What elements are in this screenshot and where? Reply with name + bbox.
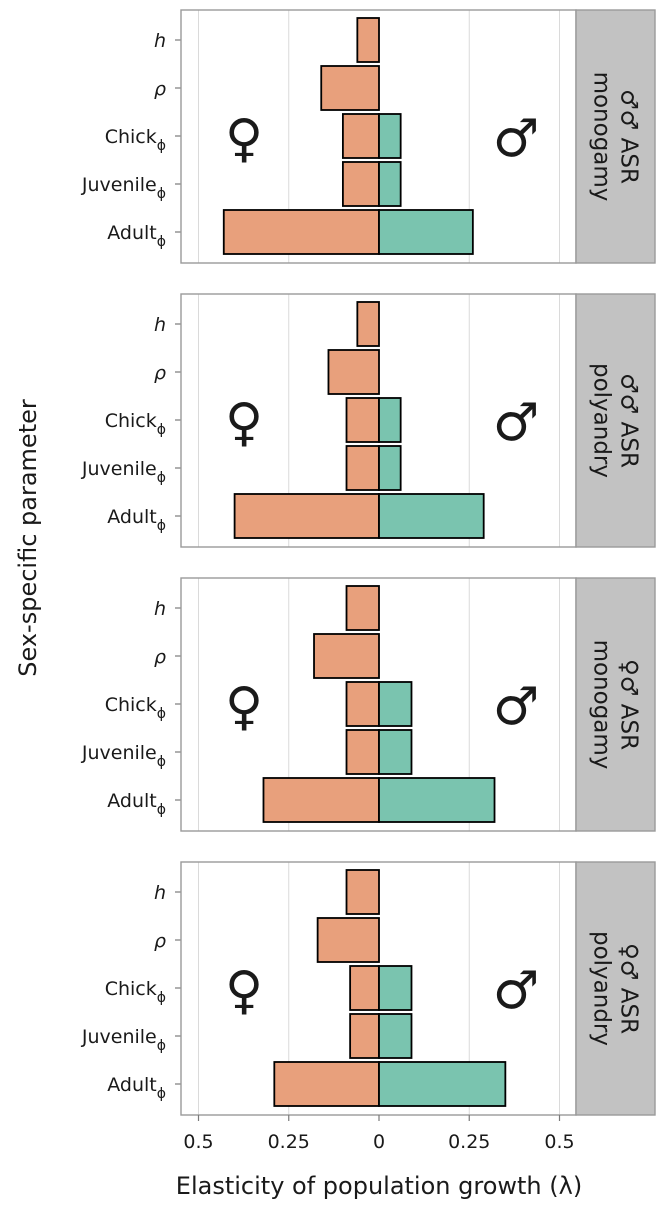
panel-2: h ρ Chickϕ Juvenileϕ Adultϕ ♀ ♂ ♂♂ ASRpolyandry [81,293,656,548]
y-tick-label: Juvenileϕ [81,458,166,486]
y-tick-label: ρ [154,78,166,100]
x-tick-label: 0 [373,1131,385,1153]
y-tick-label: ρ [154,362,166,384]
female-bar [222,209,380,255]
x-axis-title: Elasticity of population growth (λ) [176,1172,582,1200]
panel-3: h ρ Chickϕ Juvenileϕ Adultϕ ♀ ♂ ♀♂ ASRmonogamy [81,577,656,832]
female-bar [273,1061,380,1107]
facet-strip [575,293,656,548]
y-tick-label: h [154,314,166,336]
female-bar [345,397,380,443]
y-tick-label: Adultϕ [107,506,166,534]
male-bar [378,729,413,775]
female-symbol: ♀ [225,677,263,737]
y-tick-label: Adultϕ [107,790,166,818]
y-tick-label: Juvenileϕ [81,1026,166,1054]
female-bar [349,1013,380,1059]
facet-strip-label: ♂♂ ASRmonogamy [589,72,642,202]
male-symbol: ♂ [493,109,540,169]
y-tick-label: Chickϕ [105,694,166,722]
male-symbol: ♂ [493,677,540,737]
female-symbol: ♀ [225,393,263,453]
female-bar [341,161,380,207]
y-tick-label: ρ [154,930,166,952]
male-bar [378,161,402,207]
male-bar [378,445,402,491]
male-bar [378,777,496,823]
y-tick-label: ρ [154,646,166,668]
y-tick-label: Chickϕ [105,978,166,1006]
facet-strip [575,861,656,1116]
y-tick-label: Juvenileϕ [81,742,166,770]
male-bar [378,113,402,159]
male-bar [378,965,413,1011]
female-bar [345,681,380,727]
y-tick-label: h [154,882,166,904]
facet-strip-label: ♂♂ ASRpolyandry [589,363,642,478]
female-bar [345,729,380,775]
female-bar [345,585,380,631]
x-tick-label: 0.25 [268,1131,310,1153]
male-bar [378,1061,507,1107]
male-bar [378,397,402,443]
female-bar [341,113,380,159]
y-tick-label: Chickϕ [105,410,166,438]
female-bar [233,493,380,539]
male-symbol: ♂ [493,393,540,453]
male-bar [378,493,485,539]
x-tick-label: 0.5 [183,1131,213,1153]
female-bar [316,917,380,963]
female-bar [356,301,380,347]
male-bar [378,209,474,255]
y-tick-label: Juvenileϕ [81,174,166,202]
y-tick-label: Chickϕ [105,126,166,154]
male-bar [378,1013,413,1059]
x-tick-label: 0.25 [448,1131,490,1153]
female-symbol: ♀ [225,961,263,1021]
facet-strip [575,577,656,832]
panel-4: h ρ Chickϕ Juvenileϕ Adultϕ ♀ ♂ ♀♂ ASRpolyandry [81,861,656,1116]
female-bar [327,349,380,395]
x-tick-label: 0.5 [544,1131,574,1153]
facet-strip-label: ♀♂ ASRpolyandry [589,931,642,1046]
panel-1: h ρ Chickϕ Juvenileϕ Adultϕ ♀ ♂ ♂♂ ASRmonogamy [81,9,656,264]
female-bar [262,777,380,823]
y-tick-label: h [154,30,166,52]
y-tick-label: Adultϕ [107,1074,166,1102]
female-bar [356,17,380,63]
female-bar [313,633,380,679]
y-axis-title: Sex-specific parameter [14,399,42,677]
x-axis: 0.5 0.25 0 0.25 0.5 [183,1115,575,1153]
female-bar [345,445,380,491]
y-tick-label: Adultϕ [107,222,166,250]
male-symbol: ♂ [493,961,540,1021]
male-bar [378,681,413,727]
female-bar [320,65,380,111]
female-bar [349,965,380,1011]
female-bar [345,869,380,915]
female-symbol: ♀ [225,109,263,169]
y-tick-label: h [154,598,166,620]
facet-strip-label: ♀♂ ASRmonogamy [589,640,642,770]
facet-strip [575,9,656,264]
